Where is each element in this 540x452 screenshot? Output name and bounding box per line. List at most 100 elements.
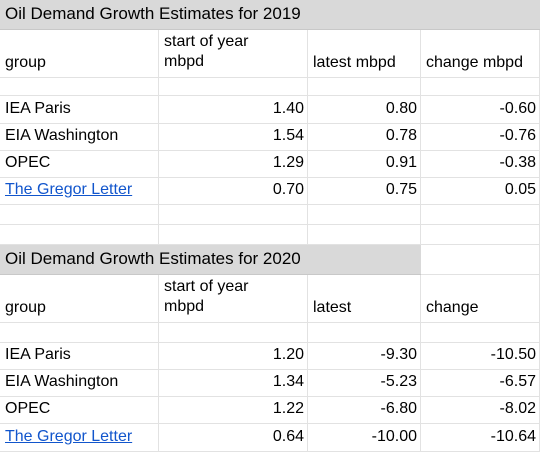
header-change-cell[interactable]: change	[421, 275, 540, 323]
table-row: OPEC 1.22 -6.80 -8.02	[0, 397, 540, 424]
header-change-cell[interactable]: change mbpd	[421, 30, 540, 78]
header-group-cell[interactable]: group	[0, 30, 159, 78]
header-start-line1: start of year	[164, 278, 249, 295]
start-cell[interactable]: 1.34	[159, 370, 308, 397]
change-value: -8.02	[499, 400, 536, 417]
table-row: IEA Paris 1.40 0.80 -0.60	[0, 96, 540, 124]
change-cell[interactable]: -8.02	[421, 397, 540, 424]
header-latest-cell[interactable]: latest mbpd	[308, 30, 421, 78]
table-2019-title-cell[interactable]: Oil Demand Growth Estimates for 2019	[0, 0, 421, 30]
latest-cell[interactable]: 0.78	[308, 124, 421, 151]
table-2020-title-cell[interactable]: Oil Demand Growth Estimates for 2020	[0, 245, 421, 275]
empty-cell[interactable]	[159, 225, 308, 245]
latest-value: 0.80	[385, 100, 417, 117]
empty-cell[interactable]	[421, 78, 540, 96]
table-2020-header-row: group start of year mbpd latest change	[0, 275, 540, 323]
start-cell[interactable]: 1.29	[159, 151, 308, 178]
latest-cell[interactable]: 0.75	[308, 178, 421, 205]
empty-cell[interactable]	[308, 323, 421, 343]
empty-cell[interactable]	[421, 205, 540, 225]
empty-cell[interactable]	[308, 225, 421, 245]
change-cell[interactable]: 0.05	[421, 178, 540, 205]
start-cell[interactable]: 1.22	[159, 397, 308, 424]
table-row: The Gregor Letter 0.70 0.75 0.05	[0, 178, 540, 205]
table-row: IEA Paris 1.20 -9.30 -10.50	[0, 343, 540, 370]
header-latest: latest	[313, 299, 352, 316]
group-cell[interactable]: OPEC	[0, 397, 159, 424]
group-cell[interactable]: The Gregor Letter	[0, 178, 159, 205]
table-2019-header-row: group start of year mbpd latest mbpd cha…	[0, 30, 540, 78]
start-cell[interactable]: 0.64	[159, 424, 308, 452]
start-cell[interactable]: 1.54	[159, 124, 308, 151]
start-value: 1.29	[272, 154, 304, 171]
group-name: EIA Washington	[5, 127, 119, 144]
header-start: start of year mbpd	[164, 32, 248, 72]
change-cell[interactable]: -0.38	[421, 151, 540, 178]
empty-cell[interactable]	[159, 78, 308, 96]
empty-cell[interactable]	[308, 78, 421, 96]
start-value: 0.70	[272, 181, 304, 198]
title-empty-cell[interactable]	[421, 0, 540, 30]
latest-cell[interactable]: -6.80	[308, 397, 421, 424]
start-cell[interactable]: 0.70	[159, 178, 308, 205]
spacer-row	[0, 225, 540, 245]
latest-value: 0.91	[385, 154, 417, 171]
group-cell[interactable]: IEA Paris	[0, 343, 159, 370]
change-cell[interactable]: -10.50	[421, 343, 540, 370]
table-row: EIA Washington 1.54 0.78 -0.76	[0, 124, 540, 151]
empty-cell[interactable]	[0, 205, 159, 225]
header-start-line2: mbpd	[164, 298, 205, 315]
latest-cell[interactable]: 0.91	[308, 151, 421, 178]
header-latest: latest mbpd	[313, 54, 396, 71]
change-cell[interactable]: -6.57	[421, 370, 540, 397]
latest-cell[interactable]: 0.80	[308, 96, 421, 124]
header-change: change mbpd	[426, 54, 523, 71]
change-cell[interactable]: -0.60	[421, 96, 540, 124]
empty-cell[interactable]	[0, 225, 159, 245]
header-start-line1: start of year	[164, 33, 249, 50]
latest-value: -10.00	[371, 428, 417, 445]
latest-value: -9.30	[380, 346, 417, 363]
empty-cell[interactable]	[159, 323, 308, 343]
header-change: change	[426, 299, 479, 316]
latest-value: -6.80	[380, 400, 417, 417]
empty-cell[interactable]	[308, 205, 421, 225]
header-latest-cell[interactable]: latest	[308, 275, 421, 323]
empty-cell[interactable]	[0, 323, 159, 343]
latest-cell[interactable]: -5.23	[308, 370, 421, 397]
latest-cell[interactable]: -9.30	[308, 343, 421, 370]
header-start-cell[interactable]: start of year mbpd	[159, 275, 308, 323]
change-cell[interactable]: -0.76	[421, 124, 540, 151]
start-cell[interactable]: 1.40	[159, 96, 308, 124]
table-2019-title: Oil Demand Growth Estimates for 2019	[5, 4, 301, 23]
header-group-cell[interactable]: group	[0, 275, 159, 323]
start-value: 1.22	[272, 400, 304, 417]
empty-cell[interactable]	[421, 323, 540, 343]
header-start-cell[interactable]: start of year mbpd	[159, 30, 308, 78]
group-cell[interactable]: The Gregor Letter	[0, 424, 159, 452]
table-row: EIA Washington 1.34 -5.23 -6.57	[0, 370, 540, 397]
change-cell[interactable]: -10.64	[421, 424, 540, 452]
start-value: 1.34	[272, 373, 304, 390]
empty-cell[interactable]	[421, 245, 540, 275]
start-cell[interactable]: 1.20	[159, 343, 308, 370]
start-value: 0.64	[272, 428, 304, 445]
start-value: 1.20	[272, 346, 304, 363]
table-row: OPEC 1.29 0.91 -0.38	[0, 151, 540, 178]
gregor-letter-link[interactable]: The Gregor Letter	[5, 181, 133, 198]
latest-value: -5.23	[380, 373, 417, 390]
latest-value: 0.75	[385, 181, 417, 198]
empty-cell[interactable]	[159, 205, 308, 225]
group-cell[interactable]: OPEC	[0, 151, 159, 178]
gregor-letter-link[interactable]: The Gregor Letter	[5, 428, 133, 445]
empty-cell[interactable]	[421, 225, 540, 245]
change-value: -10.64	[490, 428, 536, 445]
empty-cell[interactable]	[0, 78, 159, 96]
group-cell[interactable]: EIA Washington	[0, 370, 159, 397]
group-cell[interactable]: EIA Washington	[0, 124, 159, 151]
change-value: -6.57	[499, 373, 536, 390]
change-value: -10.50	[490, 346, 536, 363]
group-name: OPEC	[5, 154, 51, 171]
group-cell[interactable]: IEA Paris	[0, 96, 159, 124]
latest-cell[interactable]: -10.00	[308, 424, 421, 452]
